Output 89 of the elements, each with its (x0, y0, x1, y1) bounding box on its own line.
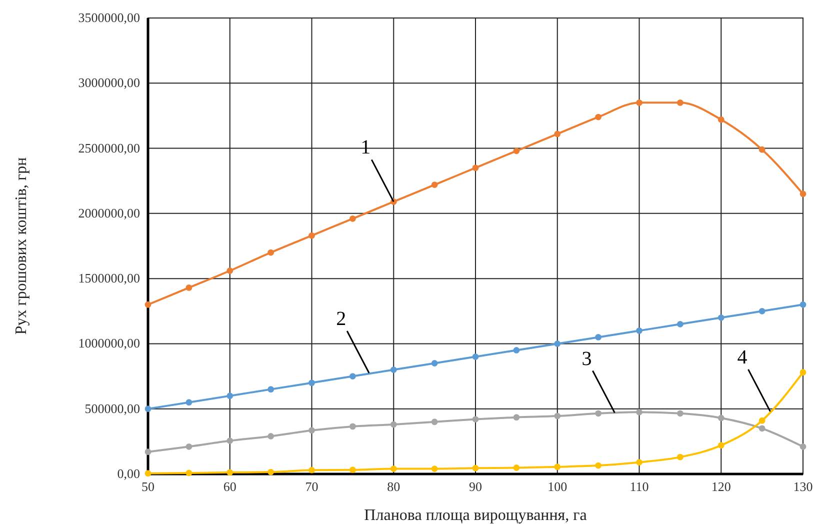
point (718, 414, 724, 422)
point (308, 380, 315, 386)
point (144, 406, 152, 412)
point (800, 190, 806, 198)
point (595, 462, 602, 469)
y-tick-label: 1500000,00 (78, 270, 140, 286)
point (513, 464, 520, 471)
point (718, 314, 724, 321)
point (636, 459, 642, 466)
point (472, 464, 479, 472)
point (718, 442, 724, 449)
y-tick-label: 2500000,00 (78, 140, 140, 156)
point (758, 146, 766, 153)
point (144, 470, 152, 477)
point (390, 366, 397, 373)
x-tick-label: 80 (387, 479, 400, 494)
point (349, 215, 356, 222)
point (268, 468, 274, 476)
y-axis-title: Рух грошових коштів, грн (13, 156, 30, 335)
point (308, 232, 315, 239)
point (308, 466, 315, 474)
x-tick-label: 50 (142, 479, 154, 494)
point (349, 423, 356, 430)
x-tick-label: 120 (711, 479, 731, 494)
point (636, 99, 642, 106)
point (472, 164, 479, 172)
point (513, 148, 520, 154)
point (554, 340, 561, 347)
point (676, 320, 684, 328)
point (144, 448, 152, 456)
point (800, 443, 806, 450)
point (431, 360, 438, 366)
point (186, 284, 192, 291)
point (226, 268, 234, 274)
point (595, 114, 602, 120)
point (554, 130, 561, 138)
point (595, 410, 602, 417)
point (554, 412, 561, 420)
point (390, 421, 397, 428)
point (226, 392, 234, 400)
point (226, 469, 234, 476)
y-tick-label: 2000000,00 (78, 205, 140, 220)
y-tick-label: 500000,00 (84, 400, 140, 416)
annotation: 2 (336, 308, 346, 330)
point (636, 327, 642, 334)
point (186, 470, 192, 476)
point (226, 438, 234, 444)
y-tick-label: 0,00 (117, 466, 140, 481)
x-tick-label: 70 (305, 479, 318, 494)
point (431, 466, 438, 472)
point (349, 373, 356, 380)
point (186, 443, 192, 450)
point (676, 410, 684, 417)
point (758, 417, 766, 424)
point (472, 354, 479, 360)
point (472, 416, 479, 422)
x-tick-label: 60 (223, 479, 236, 494)
point (513, 347, 520, 354)
x-tick-label: 100 (548, 479, 568, 494)
point (268, 433, 274, 440)
point (268, 386, 274, 393)
point (144, 301, 152, 308)
x-axis-title: Планова площа вирощування, га (364, 507, 587, 524)
point (186, 399, 192, 406)
y-tick-label: 3500000,00 (78, 10, 140, 25)
y-tick-label: 3000000,00 (78, 75, 140, 90)
y-tick-label: 1000000,00 (78, 336, 140, 351)
annotation: 3 (582, 348, 592, 370)
point (431, 182, 438, 188)
point (636, 408, 642, 416)
point (758, 425, 766, 432)
x-tick-label: 130 (793, 479, 813, 494)
point (268, 249, 274, 256)
point (349, 466, 356, 474)
annotation: 4 (737, 346, 748, 368)
x-tick-label: 90 (469, 479, 482, 494)
point (800, 301, 806, 308)
point (718, 116, 724, 123)
point (676, 454, 684, 460)
point (800, 369, 806, 376)
point (595, 334, 602, 340)
point (554, 464, 561, 470)
point (513, 414, 520, 421)
point (676, 99, 684, 106)
point (431, 418, 438, 426)
point (390, 466, 397, 472)
point (758, 308, 766, 314)
x-tick-label: 110 (630, 479, 649, 494)
point (308, 427, 315, 434)
